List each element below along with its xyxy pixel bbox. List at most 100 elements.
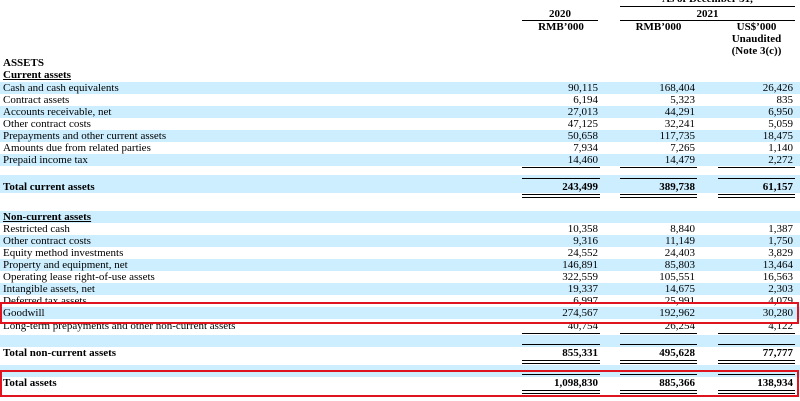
total-rule [522,390,600,391]
row-label: Amounts due from related parties [3,142,151,154]
cell-value: 50,658 [567,130,598,142]
cell-value: 5,323 [670,94,695,106]
total-rule [718,363,795,364]
row-label: Intangible assets, net [3,283,95,295]
row-band [0,154,800,166]
cell-value: 3,829 [768,247,793,259]
row-label: Non-current assets [3,211,92,223]
cell-value: 10,358 [567,223,598,235]
cell-value: 24,403 [664,247,695,259]
row-label: Cash and cash equivalents [3,82,119,94]
total-rule [620,178,697,179]
total-rule [718,197,795,198]
header-rule [620,20,795,21]
row-band [0,82,800,94]
subtotal-rule [718,333,795,334]
cell-value: 14,675 [664,283,695,295]
cell-value: 6,194 [573,94,598,106]
row-label: Total assets [3,377,57,389]
cell-value: 32,241 [664,118,695,130]
total-rule [522,393,600,394]
row-band [0,335,800,347]
total-rule [522,363,600,364]
row-band [0,130,800,142]
cell-value: 495,628 [659,347,695,359]
subtotal-rule [718,167,795,168]
total-rule [718,360,795,361]
cell-value: 1,140 [768,142,793,154]
highlight-box [0,302,799,324]
subtotal-rule [620,167,697,168]
row-label: Equity method investments [3,247,124,259]
cell-value: 19,337 [567,283,598,295]
row-label: Restricted cash [3,223,70,235]
cell-value: 1,750 [768,235,793,247]
total-rule [620,363,697,364]
row-label: Prepayments and other current assets [3,130,167,142]
total-rule [522,374,600,375]
total-rule [718,344,795,345]
row-label: Contract assets [3,94,70,106]
total-rule [718,194,795,195]
cell-value: 27,013 [567,106,598,118]
cell-value: 9,316 [573,235,598,247]
cell-value: 168,404 [659,82,695,94]
cell-value: 90,115 [568,82,598,94]
cell-value: 1,387 [768,223,793,235]
subtotal-rule [522,167,600,168]
row-band [0,259,800,271]
column-header: US$’000 [736,21,777,33]
cell-value: 30,280 [762,307,793,319]
year-header: 2021 [696,8,719,20]
cell-value: 138,934 [757,377,793,389]
cell-value: 192,962 [659,307,695,319]
cell-value: 389,738 [659,181,695,193]
column-header: RMB’000 [538,21,584,33]
cell-value: 274,567 [562,307,598,319]
total-rule [522,360,600,361]
cell-value: 26,426 [762,82,793,94]
cell-value: 105,551 [659,271,695,283]
cell-value: 13,464 [762,259,793,271]
cell-value: 7,265 [670,142,695,154]
row-label: Goodwill [3,307,45,319]
total-rule [620,360,697,361]
cell-value: 243,499 [562,181,598,193]
row-band [0,106,800,118]
row-band [0,211,800,223]
cell-value: 146,891 [562,259,598,271]
cell-value: 24,552 [567,247,598,259]
row-label: Other contract costs [3,235,91,247]
total-rule [718,390,795,391]
cell-value: 14,479 [664,154,695,166]
cell-value: 5,059 [768,118,793,130]
row-band [0,307,800,319]
row-label: Total current assets [3,181,95,193]
subtotal-rule [620,333,697,334]
cell-value: 44,291 [664,106,695,118]
cell-value: 6,950 [768,106,793,118]
total-rule [620,344,697,345]
cell-value: 117,735 [659,130,695,142]
header-rule [620,6,795,7]
cell-value: 16,563 [762,271,793,283]
cell-value: 11,149 [665,235,695,247]
column-header: Unaudited [731,33,782,45]
total-rule [718,393,795,394]
subtotal-rule [522,333,600,334]
cell-value: 855,331 [562,347,598,359]
year-header: 2020 [549,8,571,20]
row-label: Deferred tax assets [3,295,87,307]
cell-value: 14,460 [567,154,598,166]
total-rule [620,194,697,195]
total-rule [522,197,600,198]
cell-value: 885,366 [659,377,695,389]
total-rule [718,374,795,375]
header-rule [522,20,598,21]
row-label: Prepaid income tax [3,154,88,166]
cell-value: 25,991 [664,295,695,307]
cell-value: 18,475 [762,130,793,142]
cell-value: 4,079 [768,295,793,307]
row-band [0,283,800,295]
row-band [0,235,800,247]
